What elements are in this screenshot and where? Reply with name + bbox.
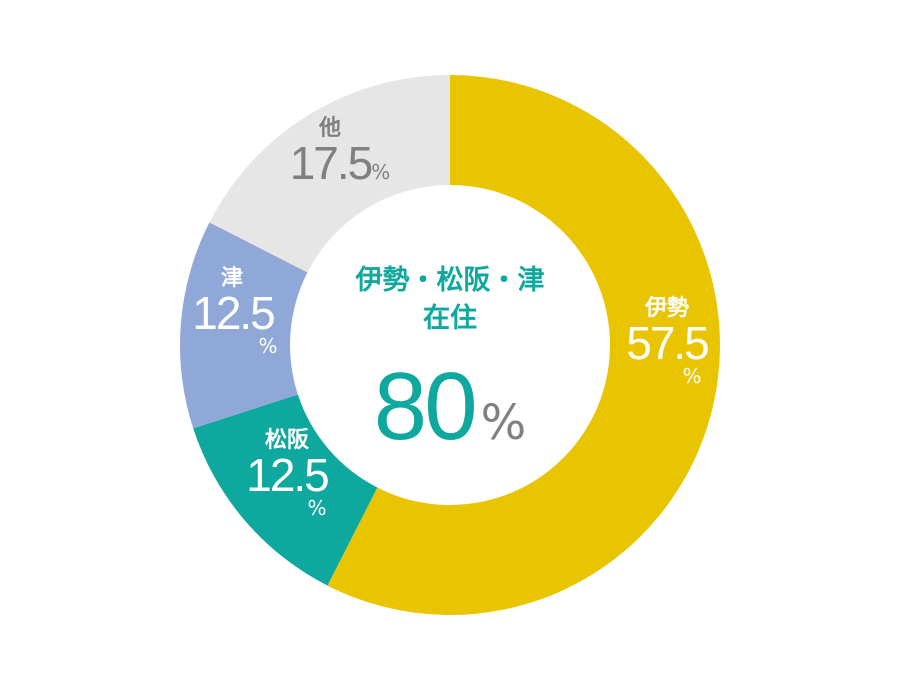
slice-unit: %	[682, 364, 702, 388]
slice-value: 17.5	[289, 137, 374, 189]
slice-value: 12.5	[246, 449, 330, 501]
center-value: 80%	[290, 352, 610, 462]
slice-3	[209, 74, 450, 273]
center-number: 80	[373, 353, 478, 460]
slice-value: 12.5	[192, 287, 276, 339]
slice-name: 松阪	[264, 428, 309, 453]
slice-unit: %	[371, 160, 391, 184]
slice-value: 57.5	[626, 317, 710, 369]
slice-name: 津	[221, 266, 244, 291]
slice-unit: %	[307, 496, 327, 520]
slice-name: 伊勢	[644, 296, 689, 321]
slice-label-tsu: 津 12.5 %	[183, 266, 283, 358]
slice-label-ise: 伊勢 57.5 %	[612, 296, 722, 388]
slice-0	[327, 75, 720, 615]
slice-name: 他	[318, 116, 341, 141]
center-line2: 在住	[423, 303, 477, 334]
slice-2	[180, 222, 308, 429]
slice-label-other: 他 17.5%	[270, 118, 410, 189]
slice-1	[193, 394, 378, 586]
center-unit: %	[480, 395, 527, 451]
slice-unit: %	[258, 334, 278, 358]
slice-label-matsusaka: 松阪 12.5 %	[232, 428, 342, 520]
center-line1: 伊勢・松阪・津	[355, 265, 545, 296]
